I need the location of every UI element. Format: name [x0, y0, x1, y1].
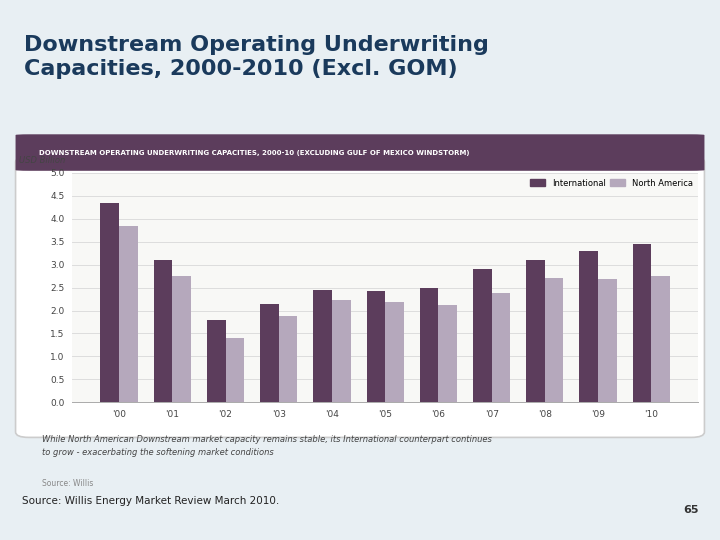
Bar: [385, 302, 404, 402]
Bar: [313, 290, 332, 402]
Text: 65: 65: [683, 505, 698, 515]
Bar: [260, 303, 279, 402]
Bar: [580, 251, 598, 402]
Bar: [545, 279, 564, 402]
Bar: [473, 269, 492, 402]
FancyBboxPatch shape: [16, 157, 704, 437]
Text: Downstream Operating Underwriting
Capacities, 2000-2010 (Excl. GOM): Downstream Operating Underwriting Capaci…: [24, 35, 488, 79]
Bar: [438, 305, 457, 402]
Text: Source: Willis Energy Market Review March 2010.: Source: Willis Energy Market Review Marc…: [22, 496, 279, 506]
Bar: [492, 293, 510, 402]
Bar: [153, 260, 172, 402]
Bar: [332, 300, 351, 402]
Text: CAPACITY: CAPACITY: [22, 135, 97, 148]
Bar: [119, 226, 138, 402]
Bar: [633, 244, 652, 402]
Text: While North American Downstream market capacity remains stable, its Internationa: While North American Downstream market c…: [42, 435, 492, 457]
Bar: [225, 338, 244, 402]
Bar: [207, 320, 225, 402]
Bar: [279, 316, 297, 402]
Bar: [526, 260, 545, 402]
Bar: [420, 288, 438, 402]
Bar: [366, 291, 385, 402]
Text: DOWNSTREAM OPERATING UNDERWRITING CAPACITIES, 2000-10 (EXCLUDING GULF OF MEXICO : DOWNSTREAM OPERATING UNDERWRITING CAPACI…: [39, 150, 469, 156]
Text: USD Billion: USD Billion: [19, 156, 65, 165]
Bar: [101, 202, 119, 402]
Text: Source: Willis: Source: Willis: [42, 478, 94, 488]
Bar: [172, 276, 191, 402]
FancyBboxPatch shape: [16, 134, 704, 171]
Bar: [598, 279, 617, 402]
Bar: [652, 276, 670, 402]
Legend: International, North America: International, North America: [528, 177, 694, 190]
